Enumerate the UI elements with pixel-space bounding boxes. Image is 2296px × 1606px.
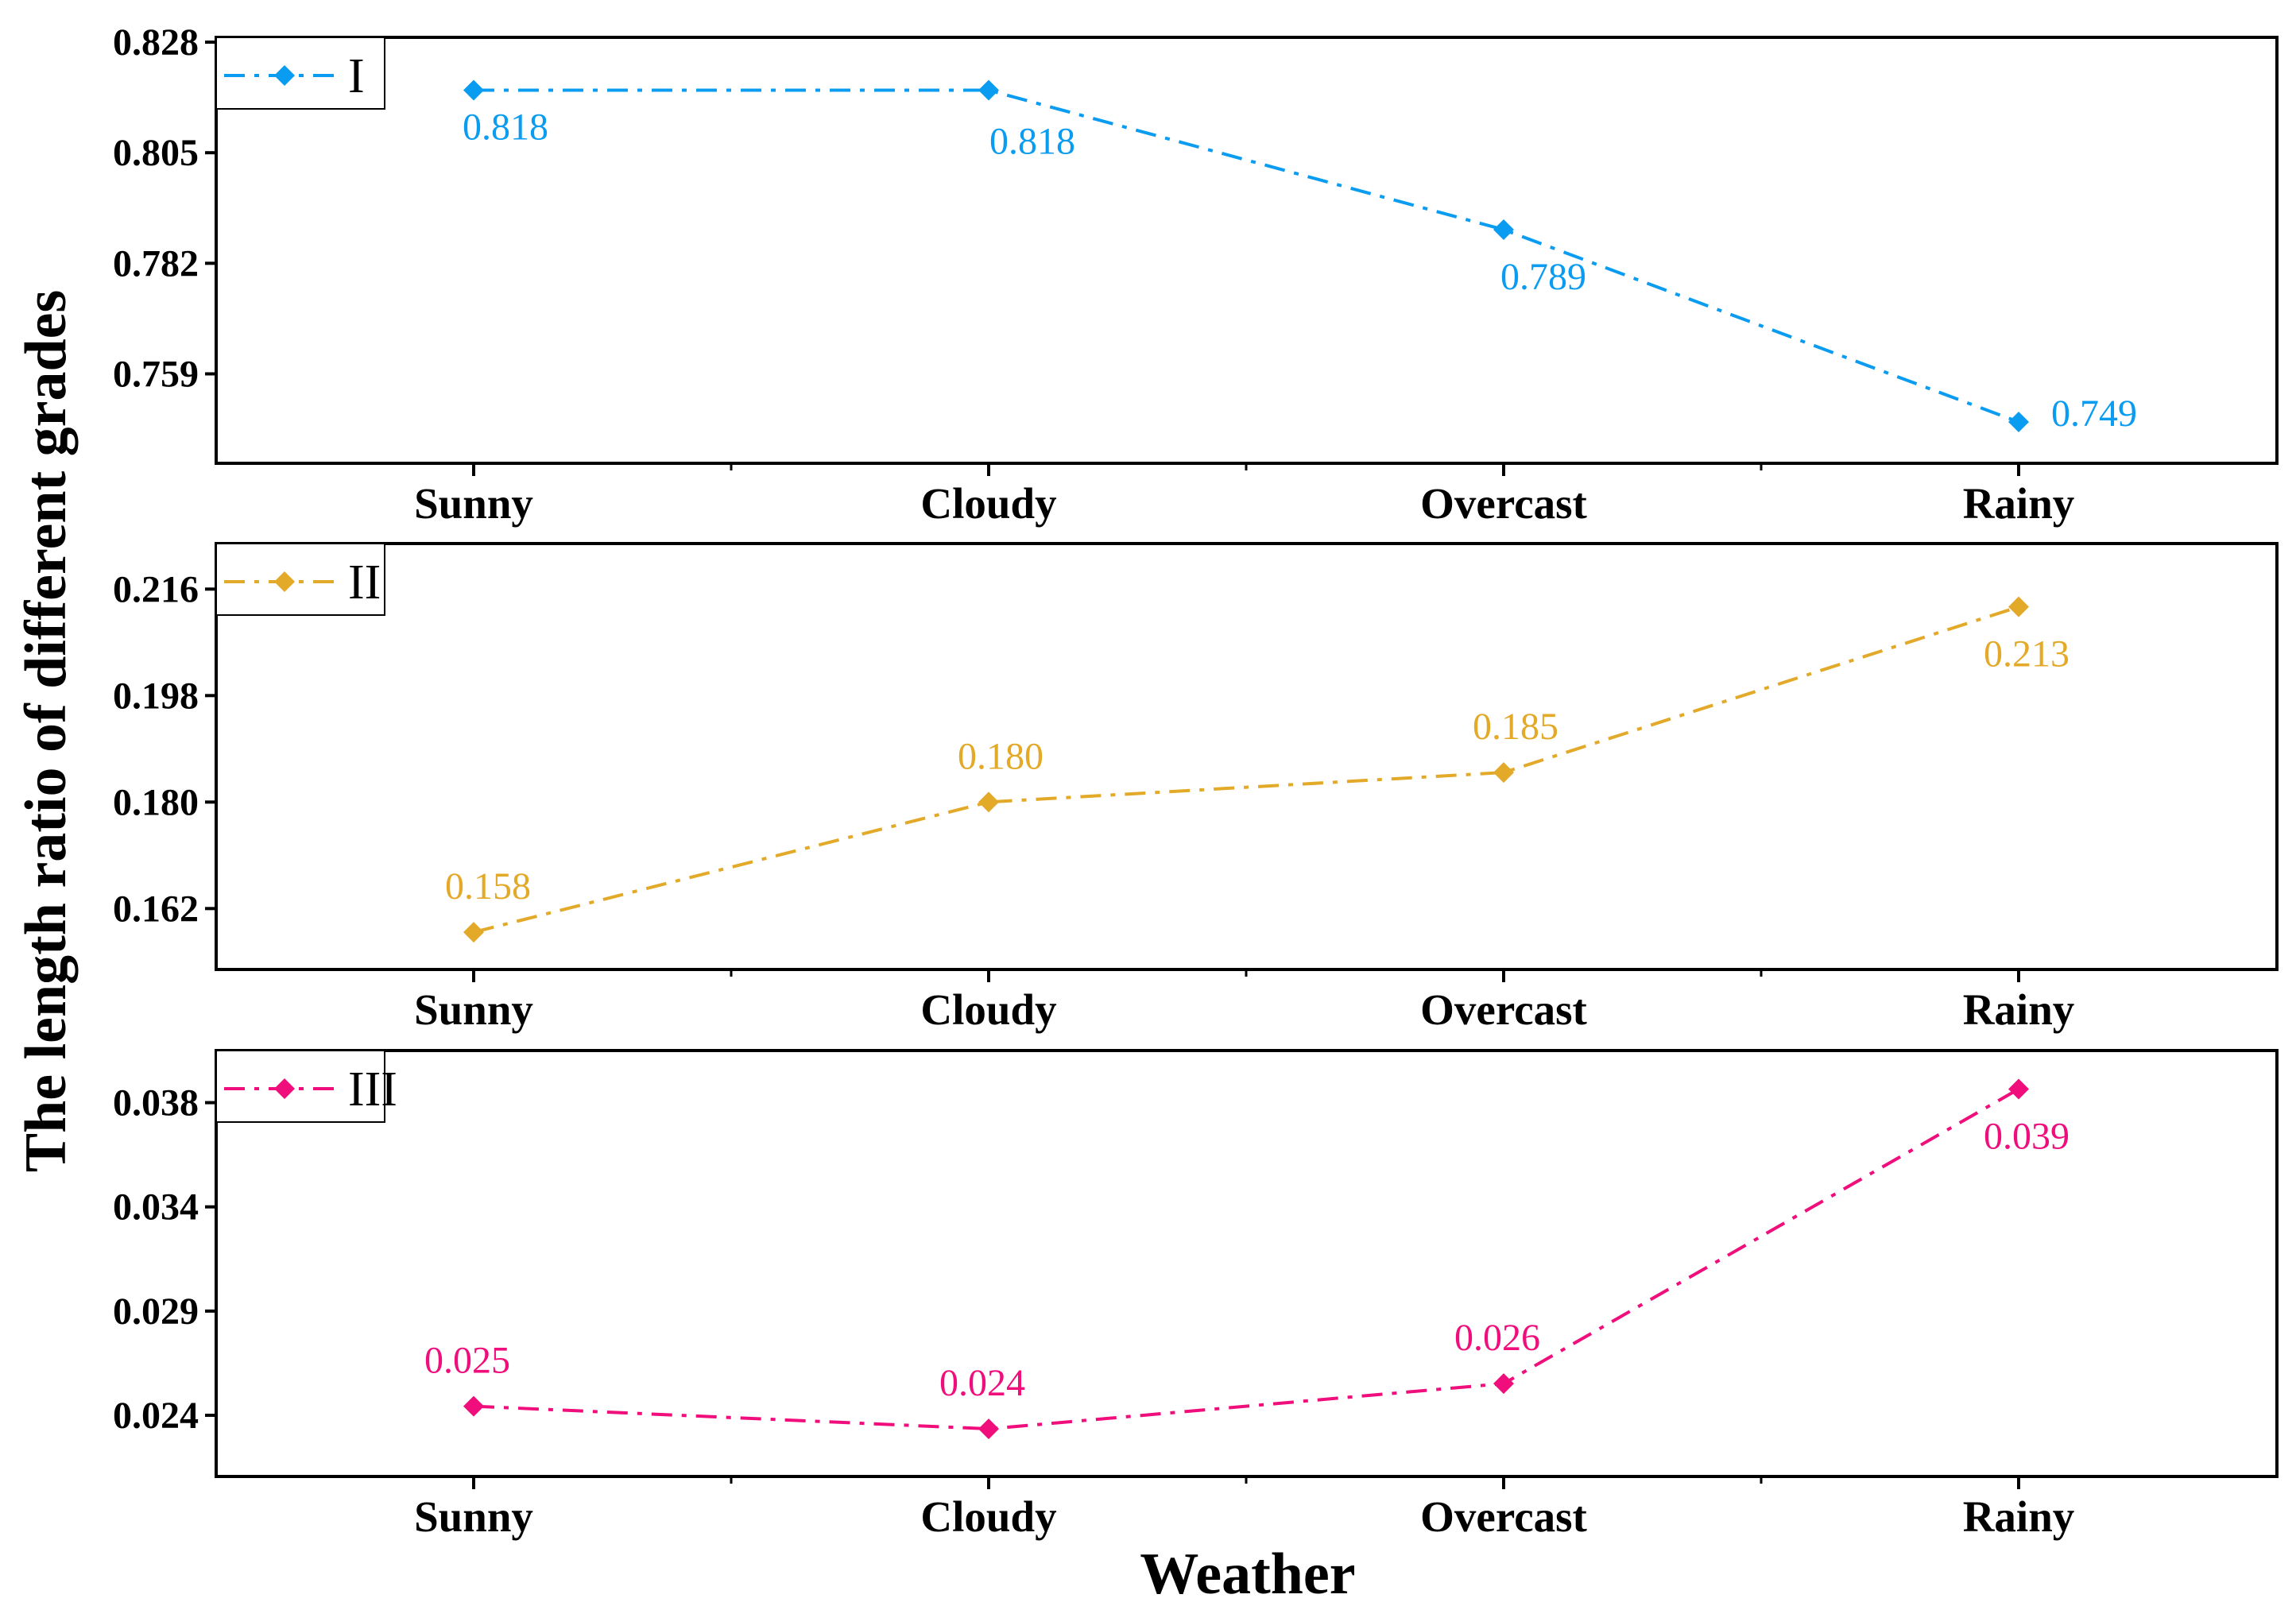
x-tick-label-sunny: Sunny xyxy=(414,1492,533,1541)
y-tick-label: 0.828 xyxy=(113,21,199,64)
legend-box xyxy=(215,37,385,110)
y-axis-title: The length ratio of different grades xyxy=(14,290,79,1173)
y-tick-label: 0.162 xyxy=(113,888,199,930)
data-label: 0.026 xyxy=(1454,1317,1540,1359)
legend-label: I xyxy=(348,49,365,103)
panel-I: 0.828 0.805 0.782 0.759 Sunny Cloudy Overcast R… xyxy=(113,21,2279,528)
data-label: 0.749 xyxy=(2051,393,2137,435)
plot-frame xyxy=(215,36,2279,465)
x-tick-label-cloudy: Cloudy xyxy=(920,985,1056,1034)
panel-III: 0.038 0.034 0.029 0.024 Sunny Cloudy Overcast R… xyxy=(113,1049,2279,1541)
x-tick-label-cloudy: Cloudy xyxy=(920,1492,1056,1541)
y-tick-label: 0.029 xyxy=(113,1291,199,1333)
data-label: 0.180 xyxy=(958,735,1043,777)
y-tick-label: 0.038 xyxy=(113,1082,199,1124)
y-tick-label: 0.216 xyxy=(113,568,199,610)
data-point xyxy=(978,1418,999,1440)
data-point xyxy=(463,922,484,943)
legend-label: III xyxy=(348,1062,397,1116)
chart-panels: 0.828 0.805 0.782 0.759 Sunny Cloudy Overcast R… xyxy=(113,21,2279,1541)
legend: III xyxy=(215,1050,397,1123)
data-point xyxy=(2008,411,2029,432)
data-point xyxy=(463,1395,484,1417)
data-label: 0.818 xyxy=(463,106,548,149)
data-label: 0.025 xyxy=(424,1340,510,1382)
x-tick-label-sunny: Sunny xyxy=(414,985,533,1034)
data-label: 0.789 xyxy=(1500,256,1586,298)
y-tick-label: 0.034 xyxy=(113,1186,199,1229)
data-point xyxy=(978,79,999,101)
legend-marker xyxy=(274,1078,295,1099)
y-tick-label: 0.805 xyxy=(113,132,199,174)
legend-box xyxy=(215,1050,385,1123)
y-tick-label: 0.759 xyxy=(113,353,199,395)
data-label: 0.024 xyxy=(939,1362,1025,1404)
y-tick-label: 0.180 xyxy=(113,781,199,823)
data-label: 0.185 xyxy=(1473,706,1558,748)
legend-marker xyxy=(274,65,295,86)
legend: II xyxy=(215,543,385,616)
x-tick-label-overcast: Overcast xyxy=(1420,1492,1587,1541)
data-label: 0.158 xyxy=(445,865,531,907)
data-label: 0.039 xyxy=(1984,1115,2069,1157)
series-line-I xyxy=(474,88,2019,424)
x-axis-title: Weather xyxy=(1140,1542,1355,1606)
data-point xyxy=(2008,596,2029,617)
legend: I xyxy=(215,37,385,110)
y-tick-label: 0.024 xyxy=(113,1395,199,1437)
legend-label: II xyxy=(348,555,381,610)
x-tick-label-overcast: Overcast xyxy=(1420,479,1587,528)
legend-marker xyxy=(274,571,295,592)
x-tick-label-rainy: Rainy xyxy=(1963,479,2075,528)
x-tick-label-sunny: Sunny xyxy=(414,479,533,528)
data-point xyxy=(2008,1078,2029,1100)
data-point xyxy=(463,79,484,101)
data-point xyxy=(1493,219,1514,240)
y-tick-label: 0.782 xyxy=(113,242,199,284)
data-point xyxy=(1493,762,1514,784)
data-point xyxy=(1493,1373,1514,1395)
data-label: 0.213 xyxy=(1984,633,2069,675)
x-tick-label-rainy: Rainy xyxy=(1963,1492,2075,1541)
legend-box xyxy=(215,543,385,616)
data-point xyxy=(978,791,999,813)
plot-frame xyxy=(215,1049,2279,1478)
panel-II: 0.216 0.198 0.180 0.162 Sunny Cloudy Overcast R… xyxy=(113,542,2279,1034)
series-line-II xyxy=(473,605,2019,935)
x-tick-label-rainy: Rainy xyxy=(1963,985,2075,1034)
data-label: 0.818 xyxy=(989,121,1075,163)
series-line-III xyxy=(473,1087,2019,1431)
y-tick-label: 0.198 xyxy=(113,675,199,717)
x-tick-label-cloudy: Cloudy xyxy=(920,479,1056,528)
x-tick-label-overcast: Overcast xyxy=(1420,985,1587,1034)
